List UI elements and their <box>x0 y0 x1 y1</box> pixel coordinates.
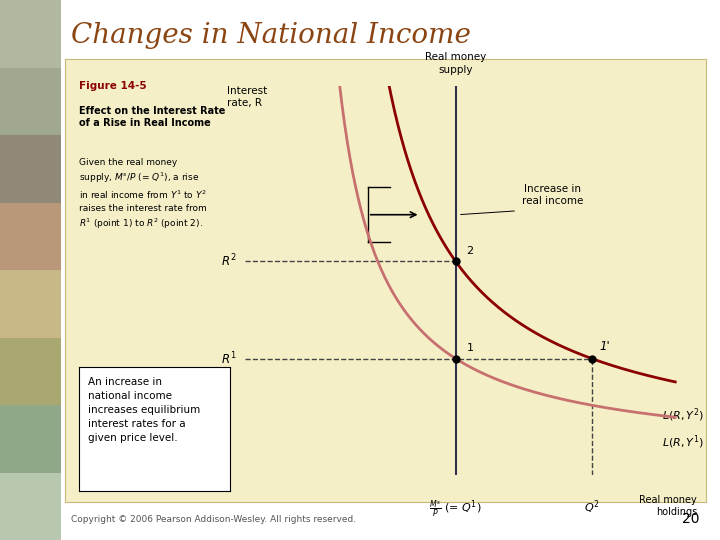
Text: Effect on the Interest Rate
of a Rise in Real Income: Effect on the Interest Rate of a Rise in… <box>79 105 225 128</box>
Text: Figure 14-5: Figure 14-5 <box>79 81 147 91</box>
Bar <box>0 202 61 270</box>
Text: 20: 20 <box>682 512 699 526</box>
Text: Changes in National Income: Changes in National Income <box>71 22 471 49</box>
Text: $R^2$: $R^2$ <box>220 253 236 269</box>
Text: $L(R, Y^1)$: $L(R, Y^1)$ <box>662 434 704 451</box>
Text: Real money
holdings: Real money holdings <box>639 495 697 517</box>
Text: $R^1$: $R^1$ <box>220 350 236 367</box>
Text: Given the real money
supply, $M^s/P$ (= $Q^1$), a rise
in real income from $Y^1$: Given the real money supply, $M^s/P$ (= … <box>79 158 207 231</box>
Text: An increase in
national income
increases equilibrium
interest rates for a
given : An increase in national income increases… <box>89 377 201 443</box>
Bar <box>0 68 61 135</box>
Bar <box>0 338 61 405</box>
Text: Copyright © 2006 Pearson Addison-Wesley. All rights reserved.: Copyright © 2006 Pearson Addison-Wesley.… <box>71 515 356 524</box>
Text: 1: 1 <box>467 343 474 353</box>
Bar <box>0 405 61 472</box>
Bar <box>0 472 61 540</box>
Bar <box>0 0 61 68</box>
Text: Real money
supply: Real money supply <box>425 52 486 75</box>
Bar <box>0 135 61 202</box>
Text: $\frac{M^s}{P}$ (= $Q^1$): $\frac{M^s}{P}$ (= $Q^1$) <box>429 498 482 519</box>
Bar <box>0 270 61 338</box>
Text: Interest
rate, R: Interest rate, R <box>228 86 268 108</box>
Text: $Q^2$: $Q^2$ <box>584 498 600 516</box>
Text: 1': 1' <box>600 340 611 353</box>
Text: 2: 2 <box>467 246 474 255</box>
Text: $L(R, Y^2)$: $L(R, Y^2)$ <box>662 406 704 424</box>
Text: Increase in
real income: Increase in real income <box>521 184 583 206</box>
